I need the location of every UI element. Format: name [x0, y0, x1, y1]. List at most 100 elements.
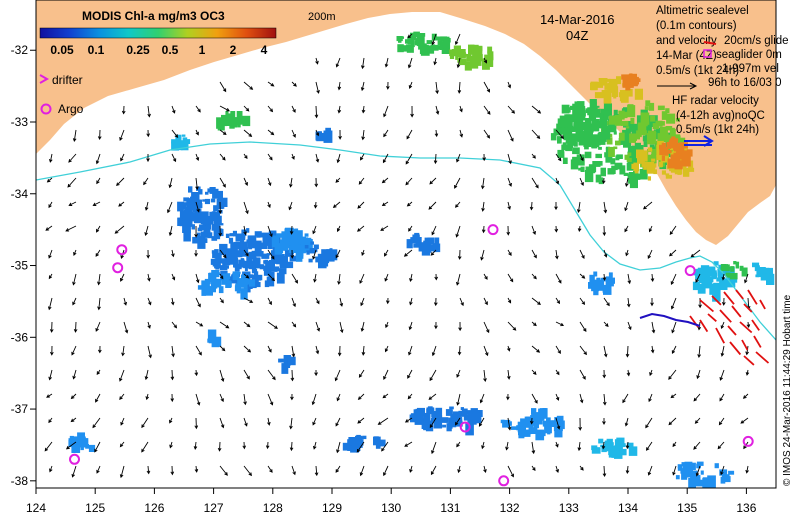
- velocity-arrow: [579, 369, 586, 380]
- chl-pixel: [661, 134, 670, 143]
- velocity-arrow: [312, 441, 317, 450]
- velocity-arrow: [668, 369, 677, 380]
- velocity-arrow: [647, 465, 653, 476]
- chl-pixel: [621, 111, 628, 119]
- chl-pixel: [244, 279, 253, 289]
- chl-pixel: [596, 277, 601, 284]
- chl-pixel: [235, 245, 242, 250]
- chl-pixel: [320, 258, 329, 267]
- velocity-arrow: [745, 465, 749, 474]
- velocity-arrow: [507, 153, 512, 165]
- chl-pixel: [596, 105, 600, 108]
- velocity-arrow: [267, 249, 275, 260]
- chl-pixel: [674, 160, 683, 170]
- chl-pixel: [557, 149, 565, 158]
- velocity-arrow: [195, 345, 202, 356]
- chl-pixel: [591, 82, 598, 86]
- velocity-arrow: [720, 321, 725, 330]
- chl-pixel: [713, 272, 717, 279]
- velocity-arrow: [383, 129, 389, 138]
- chl-pixel: [427, 45, 435, 54]
- chl-pixel: [182, 220, 191, 233]
- velocity-arrow: [170, 393, 175, 403]
- velocity-arrow: [291, 321, 297, 328]
- chl-pixel: [421, 421, 428, 429]
- velocity-arrow: [314, 177, 319, 188]
- chl-pixel: [218, 286, 224, 294]
- velocity-arrow: [95, 249, 101, 257]
- velocity-arrow: [434, 129, 439, 138]
- velocity-arrow: [531, 345, 541, 353]
- velocity-arrow: [361, 345, 366, 356]
- chl-pixel: [725, 267, 730, 270]
- chl-pixel: [717, 272, 725, 279]
- velocity-arrow: [289, 225, 294, 235]
- chl-pixel: [547, 430, 551, 435]
- argo-marker[interactable]: [116, 244, 128, 256]
- chl-pixel: [659, 162, 663, 168]
- chl-pixel: [437, 40, 443, 46]
- chl-pixel: [230, 111, 236, 119]
- velocity-arrow: [384, 273, 389, 282]
- velocity-arrow: [358, 369, 365, 378]
- chl-pixel: [626, 442, 634, 448]
- chl-pixel: [226, 283, 232, 288]
- argo-marker[interactable]: [684, 265, 696, 277]
- glider-overlay-4: 96h to 16/03 0: [708, 77, 782, 89]
- velocity-arrow: [385, 297, 390, 305]
- hf-radar-arrow: [731, 305, 742, 318]
- argo-marker[interactable]: [459, 421, 471, 433]
- velocity-arrow: [625, 465, 630, 475]
- x-tick-label: 136: [736, 501, 756, 515]
- velocity-arrow: [529, 201, 534, 211]
- velocity-arrow: [358, 177, 365, 185]
- velocity-arrow: [144, 201, 149, 211]
- chl-pixel: [606, 78, 611, 82]
- velocity-arrow: [147, 345, 152, 359]
- chl-pixel: [611, 445, 620, 458]
- hf-radar-arrow: [719, 309, 732, 323]
- chl-pixel: [362, 435, 367, 440]
- argo-marker[interactable]: [69, 453, 80, 465]
- chl-pixel: [598, 438, 604, 444]
- velocity-arrow: [483, 105, 491, 115]
- chl-pixel: [211, 250, 216, 254]
- chl-pixel: [735, 263, 739, 269]
- y-tick-label: -37: [11, 402, 29, 416]
- velocity-arrow: [167, 201, 173, 214]
- velocity-arrow: [431, 33, 437, 46]
- velocity-arrow: [267, 345, 272, 353]
- chl-pixel: [615, 155, 620, 161]
- chl-pixel: [267, 234, 275, 243]
- chl-pixel: [449, 49, 458, 57]
- chl-pixel: [323, 130, 333, 143]
- chl-pixel: [648, 102, 655, 111]
- chl-pixel: [454, 416, 463, 422]
- velocity-arrow: [428, 201, 437, 210]
- velocity-arrow: [458, 321, 462, 332]
- chl-pixel: [567, 125, 574, 132]
- chl-pixel: [687, 167, 695, 172]
- argo-marker[interactable]: [112, 262, 124, 274]
- y-tick-label: -36: [11, 330, 29, 344]
- velocity-arrow: [242, 441, 247, 450]
- argo-marker[interactable]: [487, 224, 499, 236]
- chl-pixel: [241, 274, 249, 281]
- velocity-arrow: [579, 393, 584, 404]
- chl-pixel: [593, 288, 599, 296]
- chl-pixel: [583, 136, 593, 146]
- velocity-arrow: [622, 393, 629, 404]
- chl-pixel: [595, 113, 604, 118]
- x-tick-label: 127: [204, 501, 224, 515]
- velocity-arrow: [745, 345, 749, 356]
- velocity-arrow: [555, 417, 561, 430]
- velocity-arrow: [195, 153, 200, 161]
- velocity-arrow: [672, 441, 677, 448]
- argo-marker[interactable]: [742, 435, 754, 447]
- argo-marker[interactable]: [498, 475, 510, 487]
- velocity-arrow: [168, 225, 173, 237]
- chl-pixel: [584, 170, 594, 183]
- velocity-arrow: [554, 202, 558, 211]
- chl-pixel: [271, 235, 280, 248]
- chl-pixel: [716, 277, 722, 282]
